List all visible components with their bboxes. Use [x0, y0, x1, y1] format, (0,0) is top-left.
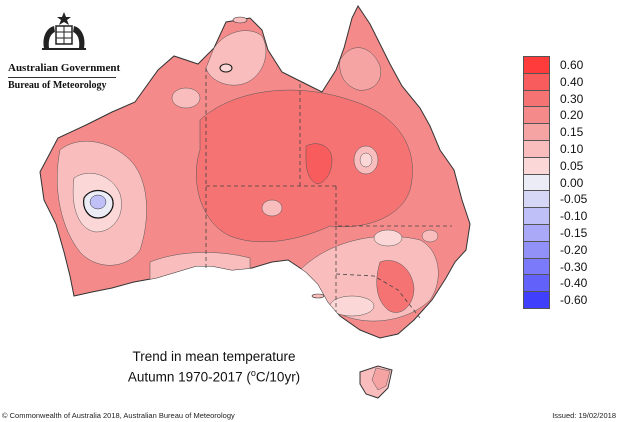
- tasmania-warm: [371, 367, 391, 391]
- legend-label: -0.20: [560, 242, 588, 257]
- legend-label: 0.30: [560, 91, 584, 106]
- trend-zone-nsw-spot: [373, 229, 403, 247]
- trend-zone-topend-spot: [219, 63, 233, 73]
- org-name: Australian Government: [8, 62, 121, 74]
- legend-swatch: [523, 190, 550, 209]
- legend-swatch: [523, 207, 550, 225]
- trend-zone-capeyork: [339, 47, 382, 91]
- legend-label: -0.10: [560, 209, 588, 224]
- map-title-line1: Trend in mean temperature: [132, 349, 296, 364]
- legend-swatch: [523, 123, 550, 141]
- trend-zone-interior: [196, 89, 413, 243]
- legend-label: 0.10: [560, 142, 584, 156]
- legend-label: -0.30: [560, 259, 588, 274]
- legend-swatch: [523, 274, 550, 293]
- legend-label: -0.05: [560, 192, 588, 207]
- map-title-line2: Autumn 1970-2017 (oC/10yr): [127, 368, 301, 385]
- legend-label: -0.15: [560, 226, 588, 240]
- legend-label: 0.20: [560, 108, 584, 123]
- trend-zone-core: [305, 143, 333, 185]
- issued-date: Issued: 19/02/2018: [552, 411, 616, 420]
- legend-swatch: [523, 257, 550, 276]
- legend-swatch: [523, 173, 550, 192]
- legend-label: -0.40: [560, 276, 588, 291]
- trend-zone-vic-spot: [329, 295, 375, 317]
- copyright-text: © Commonwealth of Australia 2018, Austra…: [2, 411, 235, 420]
- coat-of-arms-icon: [42, 12, 86, 50]
- legend-swatch: [523, 240, 550, 259]
- legend-swatch: [523, 156, 550, 175]
- map-title: Trend in mean temperature Autumn 1970-20…: [104, 348, 324, 386]
- legend-swatch: [523, 140, 550, 158]
- logo-divider: [8, 77, 116, 78]
- legend-label: 0.40: [560, 74, 584, 89]
- legend-label: 0.00: [560, 175, 584, 190]
- legend-label: 0.60: [560, 58, 584, 72]
- legend-swatch: [523, 89, 550, 108]
- legend-label: -0.60: [560, 293, 588, 308]
- trend-zone-east-spot: [421, 229, 439, 243]
- trend-zone-qld-spot-inner: [359, 152, 373, 168]
- trend-zone-kimberley: [171, 87, 201, 109]
- legend-swatch: [523, 72, 550, 91]
- legend-swatch: [523, 106, 550, 125]
- legend-swatch: [523, 56, 550, 74]
- legend-label: 0.05: [560, 158, 584, 173]
- kangaroo-island: [311, 293, 325, 299]
- legend-swatch: [523, 291, 550, 309]
- melville-island: [232, 16, 248, 24]
- legend-label: 0.15: [560, 125, 584, 140]
- bom-logo: Australian Government Bureau of Meteorol…: [8, 10, 121, 91]
- trend-zone-topend: [205, 30, 267, 86]
- agency-name: Bureau of Meteorology: [8, 80, 107, 91]
- trend-zone-cooling-core: [89, 194, 107, 210]
- trend-zone-wa-spot: [261, 199, 283, 217]
- legend-swatch: [523, 224, 550, 242]
- trend-zone-se-warm: [376, 260, 415, 313]
- state-borders: [205, 68, 452, 319]
